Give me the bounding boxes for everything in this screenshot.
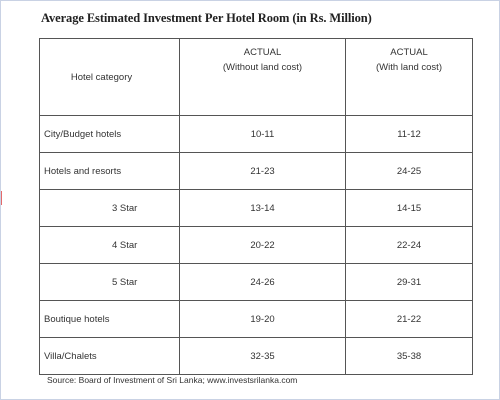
header-actual-with-land: ACTUAL (With land cost) [345, 38, 473, 116]
header-col1-line1: ACTUAL [243, 47, 282, 58]
row-category: 5 Star [39, 263, 180, 301]
source-note: Source: Board of Investment of Sri Lanka… [47, 375, 298, 385]
table-row: 5 Star 24-26 29-31 [39, 263, 473, 301]
header-col2-line2: (With land cost) [376, 62, 442, 73]
table-row: Boutique hotels 19-20 21-22 [39, 300, 473, 338]
table-row: 4 Star 20-22 22-24 [39, 226, 473, 264]
edge-mark [1, 191, 6, 205]
table-row: 3 Star 13-14 14-15 [39, 189, 473, 227]
row-category: Villa/Chalets [39, 337, 180, 375]
row-with-land: 24-25 [345, 152, 473, 190]
row-with-land: 11-12 [345, 115, 473, 153]
row-category: 3 Star [39, 189, 180, 227]
investment-table: Hotel category ACTUAL (Without land cost… [39, 38, 473, 375]
row-without-land: 32-35 [179, 337, 346, 375]
table-title: Average Estimated Investment Per Hotel R… [41, 11, 372, 25]
row-without-land: 10-11 [179, 115, 346, 153]
header-col2-line1: ACTUAL [390, 47, 428, 58]
table-row: Hotels and resorts 21-23 24-25 [39, 152, 473, 190]
row-category: City/Budget hotels [39, 115, 180, 153]
row-with-land: 35-38 [345, 337, 473, 375]
row-with-land: 14-15 [345, 189, 473, 227]
table-header-row: Hotel category ACTUAL (Without land cost… [39, 38, 473, 116]
header-actual-without-land: ACTUAL (Without land cost) [179, 38, 346, 116]
row-without-land: 24-26 [179, 263, 346, 301]
row-category: Hotels and resorts [39, 152, 180, 190]
row-with-land: 29-31 [345, 263, 473, 301]
row-with-land: 22-24 [345, 226, 473, 264]
row-without-land: 19-20 [179, 300, 346, 338]
header-col1-line2: (Without land cost) [222, 62, 303, 73]
table-row: City/Budget hotels 10-11 11-12 [39, 115, 473, 153]
row-without-land: 13-14 [179, 189, 346, 227]
row-without-land: 21-23 [179, 152, 346, 190]
table-row: Villa/Chalets 32-35 35-38 [39, 337, 473, 375]
row-category: Boutique hotels [39, 300, 180, 338]
header-hotel-category: Hotel category [39, 38, 180, 116]
row-with-land: 21-22 [345, 300, 473, 338]
header-hotel-category-label: Hotel category [70, 71, 133, 83]
row-without-land: 20-22 [179, 226, 346, 264]
row-category: 4 Star [39, 226, 180, 264]
